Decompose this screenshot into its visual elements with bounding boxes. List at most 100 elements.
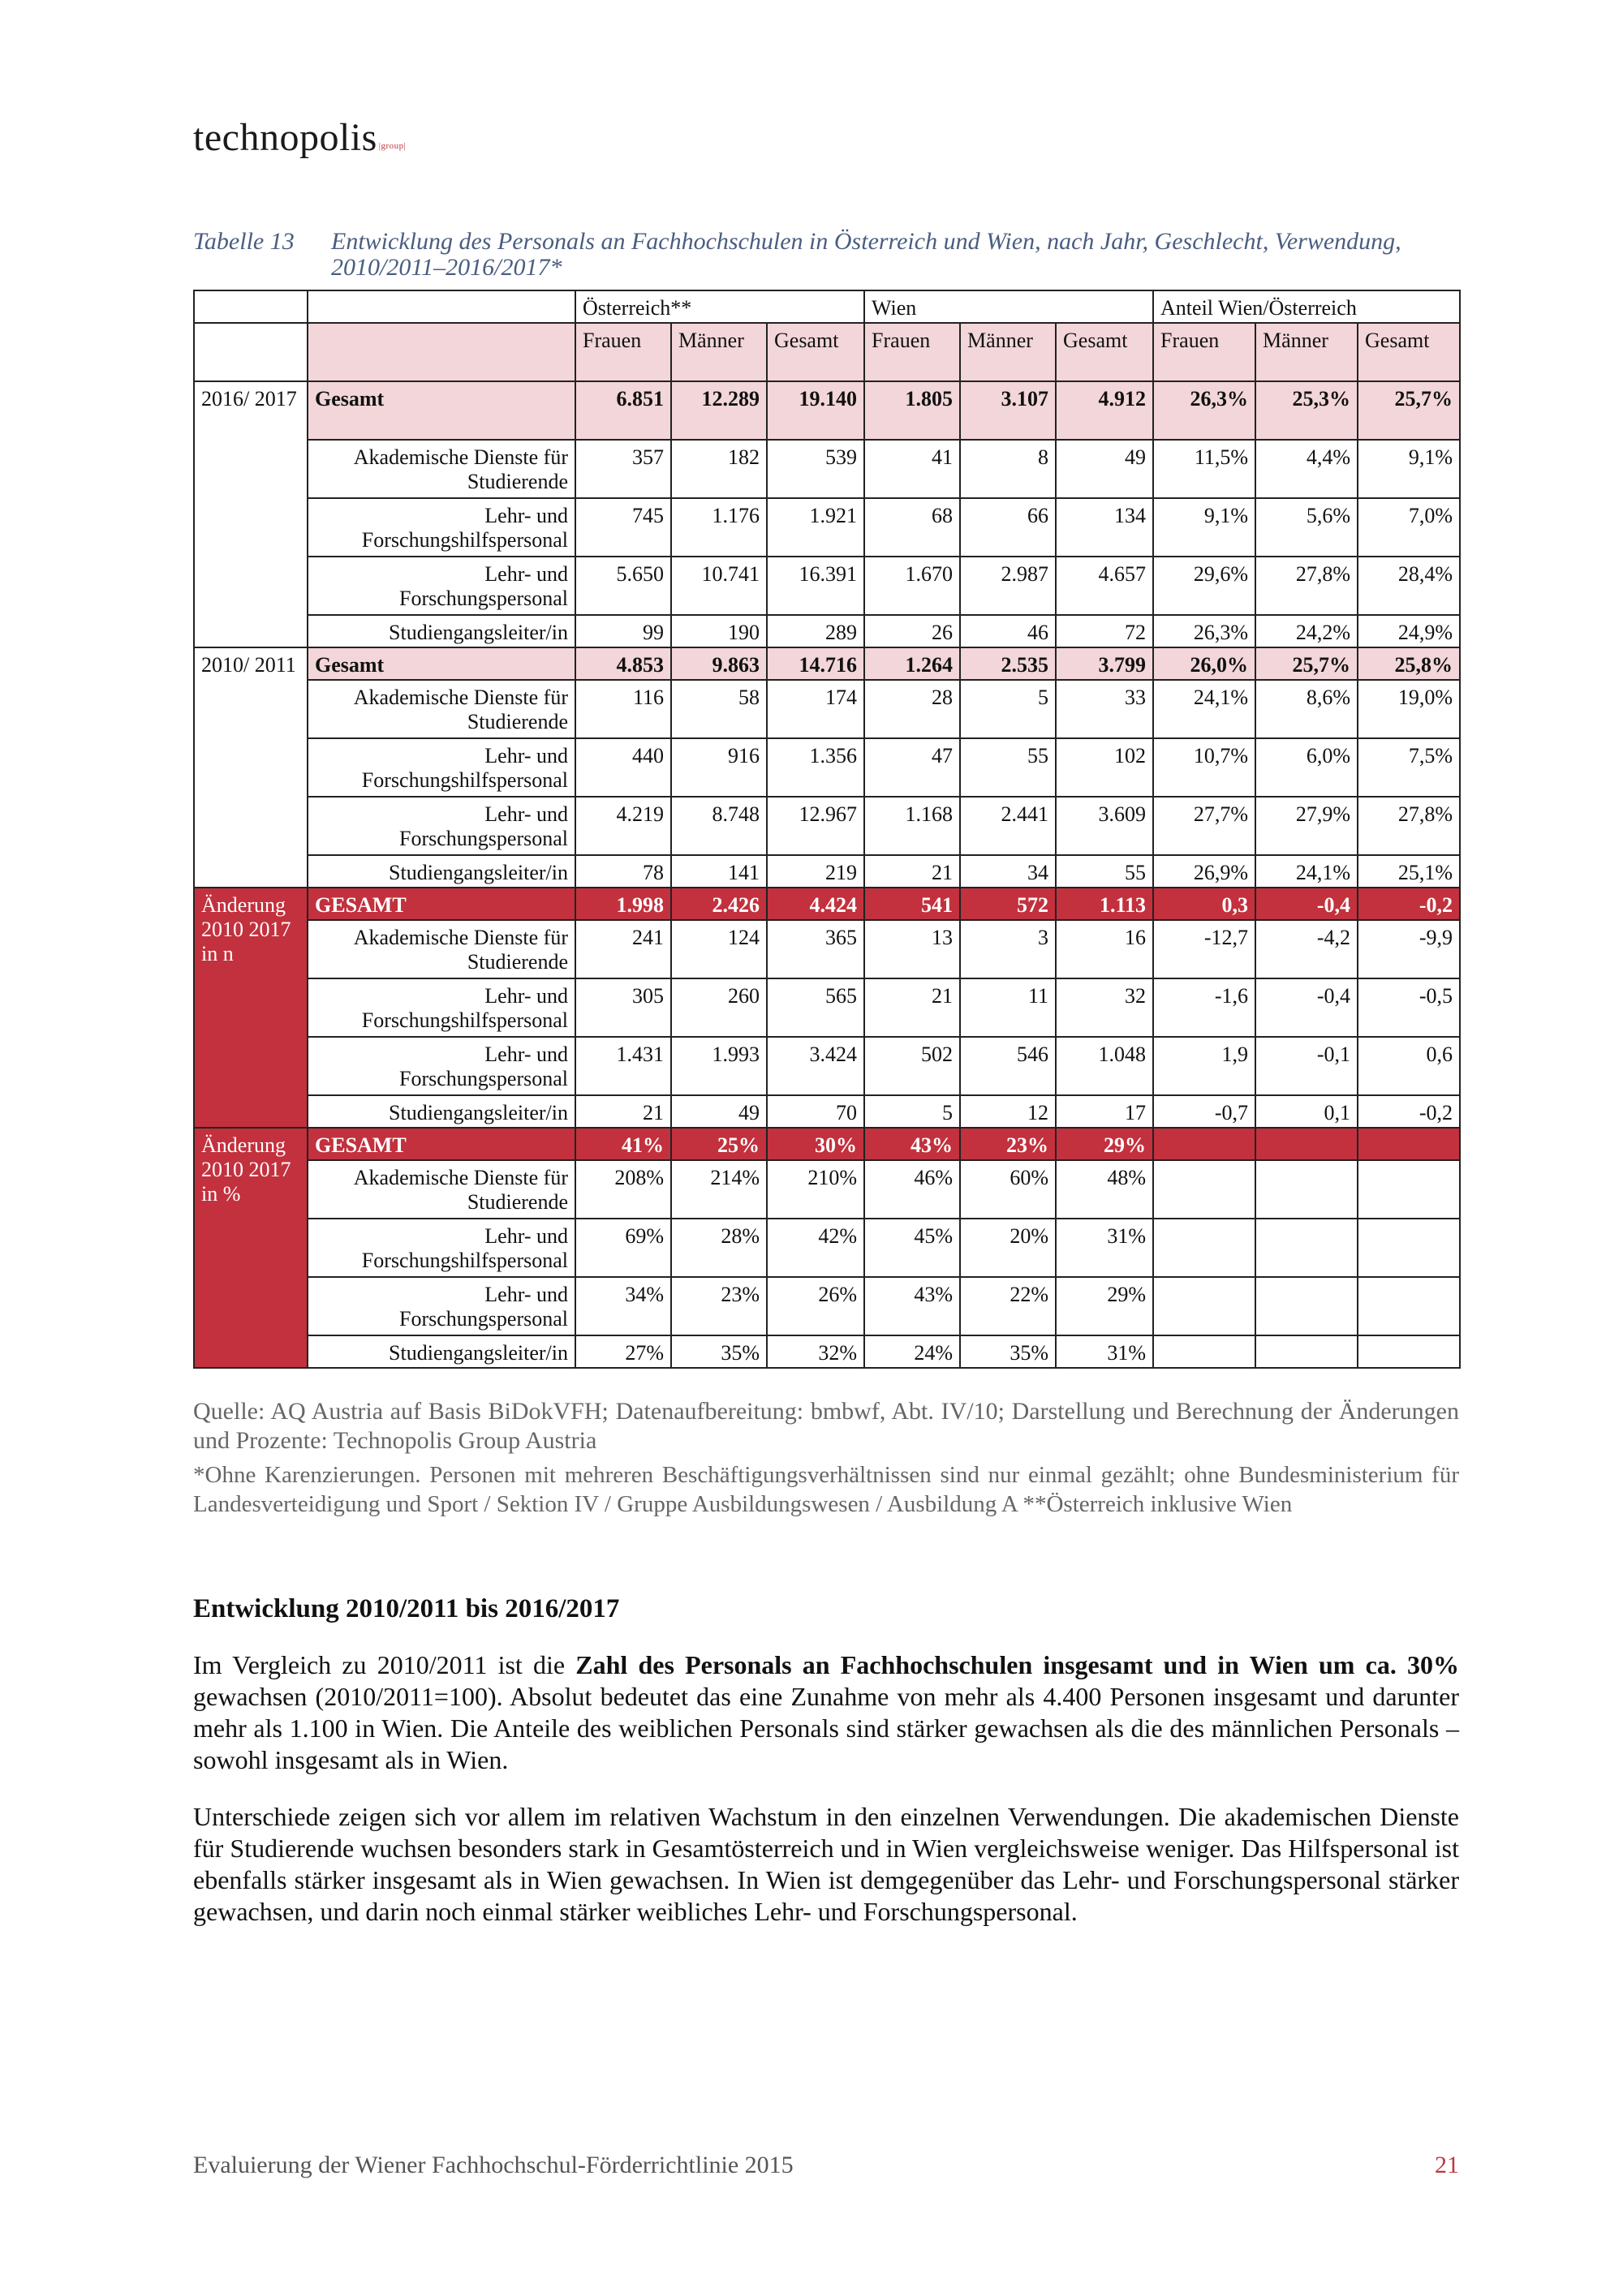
- row-label: Akademische Dienste für Studierende: [307, 679, 576, 739]
- table-cell: 19.140: [765, 381, 866, 441]
- header-empty: [193, 290, 308, 324]
- table-cell: [1255, 1159, 1359, 1219]
- table-cell: 25,8%: [1357, 647, 1462, 681]
- table-cell: 1.176: [670, 497, 768, 557]
- header-sub: Frauen: [863, 322, 962, 382]
- header-sub: Frauen: [575, 322, 672, 382]
- table-cell: 41: [863, 439, 962, 499]
- table-cell: -0,4: [1255, 887, 1359, 921]
- row-label: Lehr- und Forschungshilfspersonal: [307, 737, 576, 798]
- table-cell: 28,4%: [1357, 556, 1462, 616]
- table-cell: 24,1%: [1152, 679, 1257, 739]
- table-cell: 24,9%: [1357, 614, 1462, 648]
- row-label: Studiengangsleiter/in: [307, 854, 576, 888]
- table-row: Studiengangsleiter/in 78 141 219 21 34 55 26,9%…: [194, 854, 1462, 888]
- table-header-groups: Österreich** Wien Anteil Wien/Österreich: [193, 290, 1462, 324]
- table-cell: 25%: [670, 1127, 768, 1161]
- table-cell: [1255, 1276, 1359, 1336]
- header-sub: Gesamt: [1357, 322, 1462, 382]
- table-cell: 26,3%: [1152, 381, 1257, 441]
- paragraph-2: Unterschiede zeigen sich vor allem im re…: [193, 1802, 1459, 1926]
- table-cell: 35%: [670, 1335, 768, 1369]
- row-label: Lehr- und Forschungshilfspersonal: [307, 497, 576, 557]
- row-label: Studiengangsleiter/in: [307, 1094, 576, 1129]
- table-cell: 3.609: [1055, 796, 1155, 856]
- row-label: Lehr- und Forschungshilfspersonal: [307, 1218, 576, 1278]
- table-cell: 27,8%: [1255, 556, 1359, 616]
- table-cell: 208%: [575, 1159, 672, 1219]
- table-cell: 10.741: [670, 556, 768, 616]
- row-label: Akademische Dienste für Studierende: [307, 919, 576, 979]
- table-row: Akademische Dienste für Studierende 357 18…: [194, 439, 1462, 499]
- header-sub: Männer: [1255, 322, 1359, 382]
- table-cell: 13: [863, 919, 962, 979]
- table-cell: 1,9: [1152, 1036, 1257, 1096]
- table-cell: 357: [575, 439, 672, 499]
- header-sub: Gesamt: [1055, 322, 1155, 382]
- table-cell: -0,5: [1357, 978, 1462, 1038]
- logo: technopolis |group|: [193, 115, 406, 160]
- table-cell: 241: [575, 919, 672, 979]
- table-cell: 4.853: [575, 647, 672, 681]
- table-cell: 41%: [575, 1127, 672, 1161]
- table-row: Akademische Dienste für Studierende 241 12…: [194, 919, 1462, 979]
- header-sub: Männer: [959, 322, 1057, 382]
- table-cell: 4,4%: [1255, 439, 1359, 499]
- row-label: Gesamt: [307, 647, 576, 681]
- table-cell: 9,1%: [1152, 497, 1257, 557]
- table-cell: 99: [575, 614, 672, 648]
- table-cell: [1357, 1159, 1462, 1219]
- table-cell: 1.670: [863, 556, 962, 616]
- table-cell: 4.219: [575, 796, 672, 856]
- table-cell: 440: [575, 737, 672, 798]
- table-cell: 11,5%: [1152, 439, 1257, 499]
- table-cell: 2.441: [959, 796, 1057, 856]
- table-cell: 35%: [959, 1335, 1057, 1369]
- row-label: Studiengangsleiter/in: [307, 614, 576, 648]
- table-cell: 60%: [959, 1159, 1057, 1219]
- table-cell: 66: [959, 497, 1057, 557]
- table-cell: 68: [863, 497, 962, 557]
- paragraph-1: Im Vergleich zu 2010/2011 ist die Zahl d…: [193, 1649, 1459, 1776]
- table-cell: 116: [575, 679, 672, 739]
- table-row: Lehr- und Forschungspersonal 1.431 1.993 3.…: [194, 1036, 1462, 1096]
- table-cell: 43%: [863, 1276, 962, 1336]
- table-cell: 19,0%: [1357, 679, 1462, 739]
- table-cell: 22%: [959, 1276, 1057, 1336]
- table-cell: 6,0%: [1255, 737, 1359, 798]
- table-cell: 572: [959, 887, 1057, 921]
- table-cell: 0,1: [1255, 1094, 1359, 1129]
- table-cell: 55: [959, 737, 1057, 798]
- table-cell: 9,1%: [1357, 439, 1462, 499]
- table-cell: 745: [575, 497, 672, 557]
- table-cell: 8: [959, 439, 1057, 499]
- table-cell: [1357, 1335, 1462, 1369]
- section-label: Änderung 2010 2017 in %: [193, 1127, 308, 1369]
- table-cell: 47: [863, 737, 962, 798]
- header-empty: [193, 322, 308, 382]
- header-sub: Männer: [670, 322, 768, 382]
- row-label: GESAMT: [307, 887, 576, 921]
- table-cell: 5: [863, 1094, 962, 1129]
- paragraph-1-start: Im Vergleich zu 2010/2011 ist die: [193, 1650, 576, 1679]
- table-cell: 58: [670, 679, 768, 739]
- table-cell: -4,2: [1255, 919, 1359, 979]
- table-cell: 365: [765, 919, 866, 979]
- table-cell: 12.967: [765, 796, 866, 856]
- table-cell: 17: [1055, 1094, 1155, 1129]
- table-cell: 2.426: [670, 887, 768, 921]
- table-row: Studiengangsleiter/in 99 190 289 26 46 72 26,3%…: [194, 614, 1462, 648]
- data-table: Österreich** Wien Anteil Wien/Österreich Fr…: [193, 290, 1462, 1369]
- table-cell: 2.987: [959, 556, 1057, 616]
- table-cell: 70: [765, 1094, 866, 1129]
- table-cell: [1152, 1127, 1257, 1161]
- table-cell: 30%: [765, 1127, 866, 1161]
- table-cell: 10,7%: [1152, 737, 1257, 798]
- table-cell: 541: [863, 887, 962, 921]
- section-label: 2016/ 2017: [193, 381, 308, 648]
- table-cell: 24,2%: [1255, 614, 1359, 648]
- table-number: Tabelle 13: [193, 228, 295, 255]
- table-row: Lehr- und Forschungshilfspersonal 69% 28% 4…: [194, 1218, 1462, 1278]
- table-cell: 16.391: [765, 556, 866, 616]
- header-sub: Gesamt: [765, 322, 866, 382]
